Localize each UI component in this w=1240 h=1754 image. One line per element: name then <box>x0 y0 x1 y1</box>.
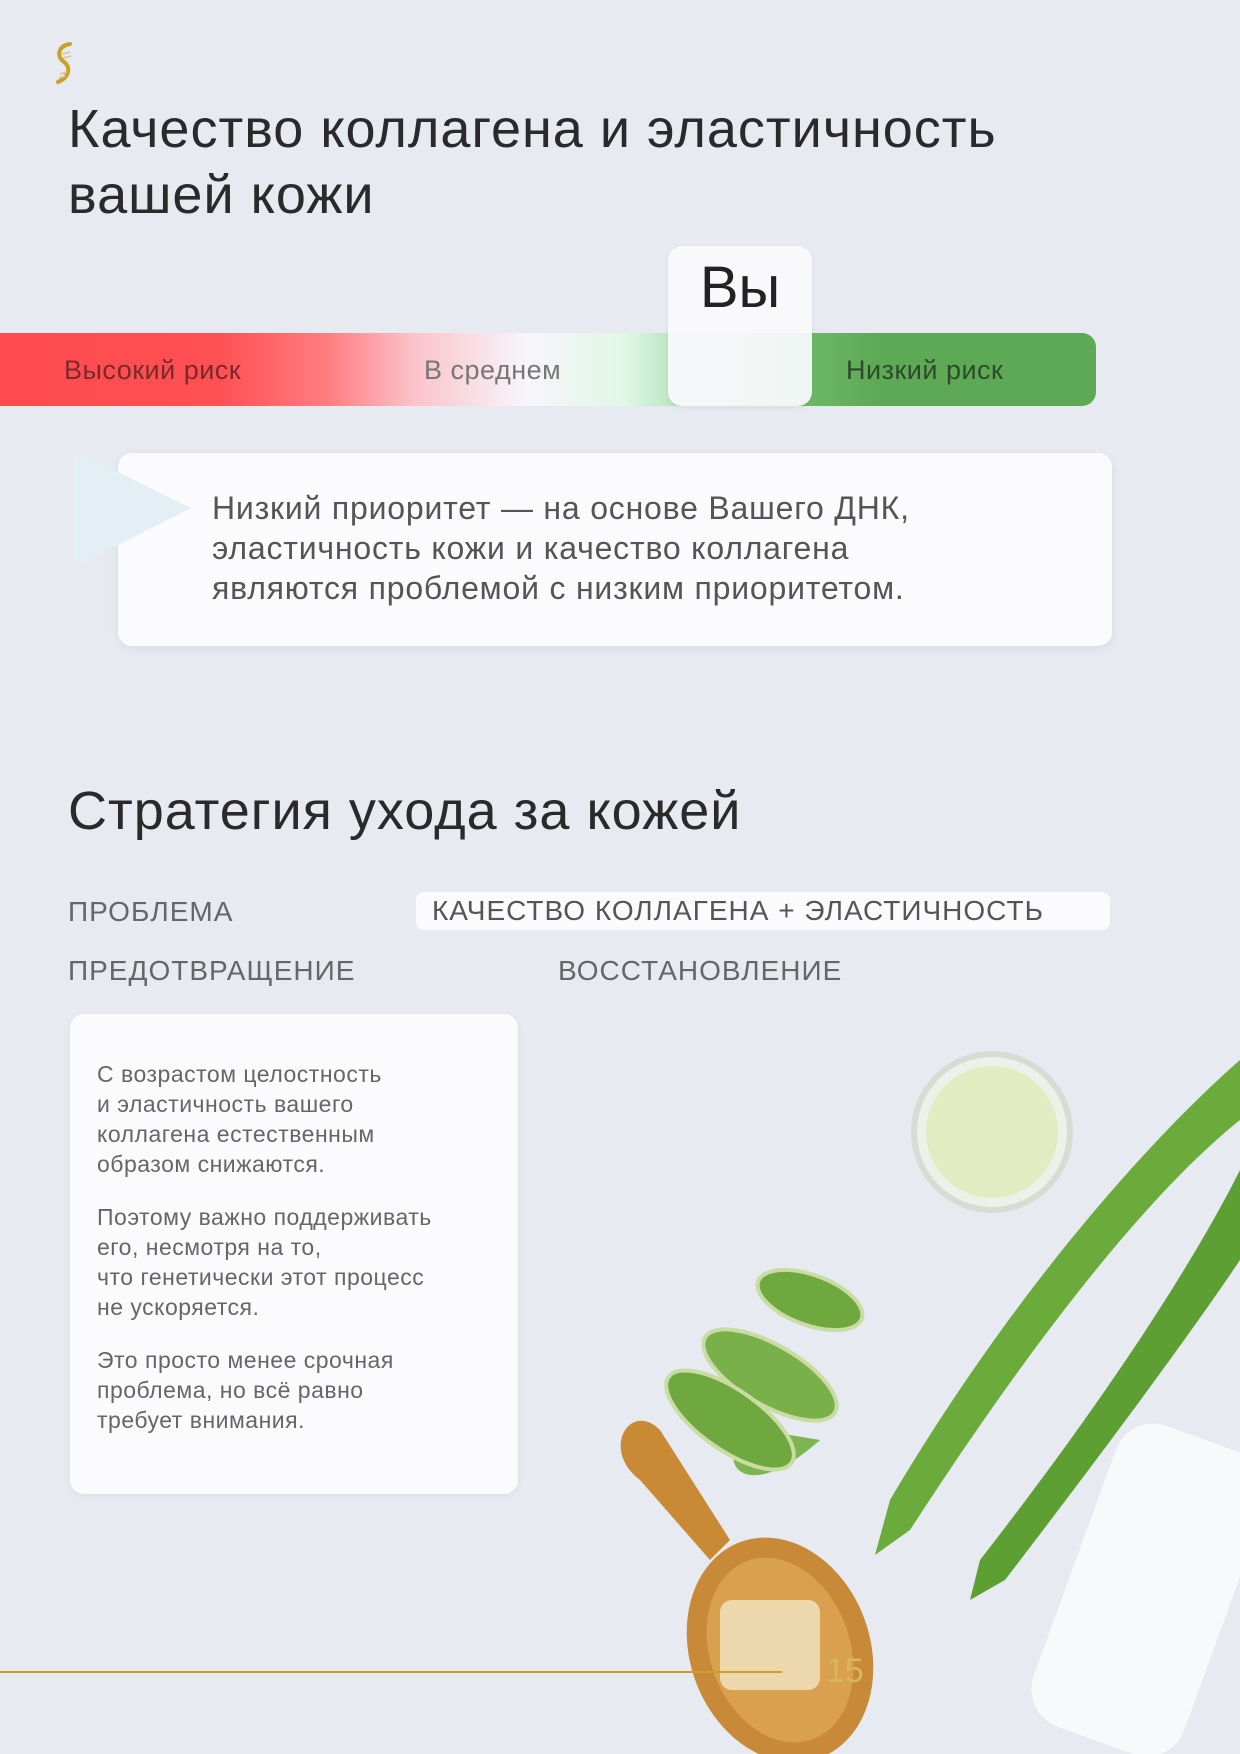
page-title: Качество коллагена и эластичность вашей … <box>68 96 997 228</box>
text-line: и эластичность вашего <box>97 1091 354 1117</box>
text-line: не ускоряется. <box>97 1294 260 1320</box>
text-line: проблема, но всё равно <box>97 1377 364 1403</box>
risk-label-high: Высокий риск <box>64 355 242 385</box>
risk-label-average: В среднем <box>424 355 562 385</box>
text-line: С возрастом целостность <box>97 1061 382 1087</box>
you-marker-label: Вы <box>699 255 781 320</box>
text-line: Это просто менее срочная <box>97 1347 394 1373</box>
page-title-line: вашей кожи <box>68 165 375 225</box>
play-triangle-icon <box>73 450 191 568</box>
dna-helix-icon <box>56 42 72 84</box>
prevention-card-text: С возрастом целостность и эластичность в… <box>97 1036 507 1458</box>
paragraph: Это просто менее срочная проблема, но вс… <box>97 1345 507 1435</box>
problem-label: ПРОБЛЕМА <box>68 896 234 927</box>
aloe-vera-photo <box>620 1051 1240 1754</box>
paragraph: Поэтому важно поддерживать его, несмотря… <box>97 1202 507 1322</box>
priority-callout-text: Низкий приоритет — на основе Вашего ДНК,… <box>212 488 910 608</box>
text-line: требует внимания. <box>97 1407 305 1433</box>
priority-callout-card <box>118 453 1112 646</box>
paragraph: С возрастом целостность и эластичность в… <box>97 1059 507 1179</box>
problem-value: КАЧЕСТВО КОЛЛАГЕНА + ЭЛАСТИЧНОСТЬ <box>432 895 1044 926</box>
risk-scale-bar <box>0 333 1096 406</box>
callout-line: эластичность кожи и качество коллагена <box>212 530 850 566</box>
text-line: Поэтому важно поддерживать <box>97 1204 432 1230</box>
text-line: что генетически этот процесс <box>97 1264 425 1290</box>
prevention-card <box>70 1014 518 1494</box>
text-line: коллагена естественным <box>97 1121 375 1147</box>
problem-value-pill: КАЧЕСТВО КОЛЛАГЕНА + ЭЛАСТИЧНОСТЬ <box>416 892 1110 930</box>
text-line: образом снижаются. <box>97 1151 326 1177</box>
recovery-label: ВОССТАНОВЛЕНИЕ <box>558 955 843 986</box>
page-number: 15 <box>826 1652 864 1690</box>
text-line: его, несмотря на то, <box>97 1234 322 1260</box>
page-title-line: Качество коллагена и эластичность <box>68 99 997 159</box>
footer-divider <box>0 1671 782 1673</box>
callout-line: Низкий приоритет — на основе Вашего ДНК, <box>212 490 910 526</box>
strategy-heading: Стратегия ухода за кожей <box>68 781 742 841</box>
risk-label-low: Низкий риск <box>846 355 1004 385</box>
prevention-label: ПРЕДОТВРАЩЕНИЕ <box>68 955 356 986</box>
callout-line: являются проблемой с низким приоритетом. <box>212 570 905 606</box>
you-marker: Вы <box>668 246 812 406</box>
